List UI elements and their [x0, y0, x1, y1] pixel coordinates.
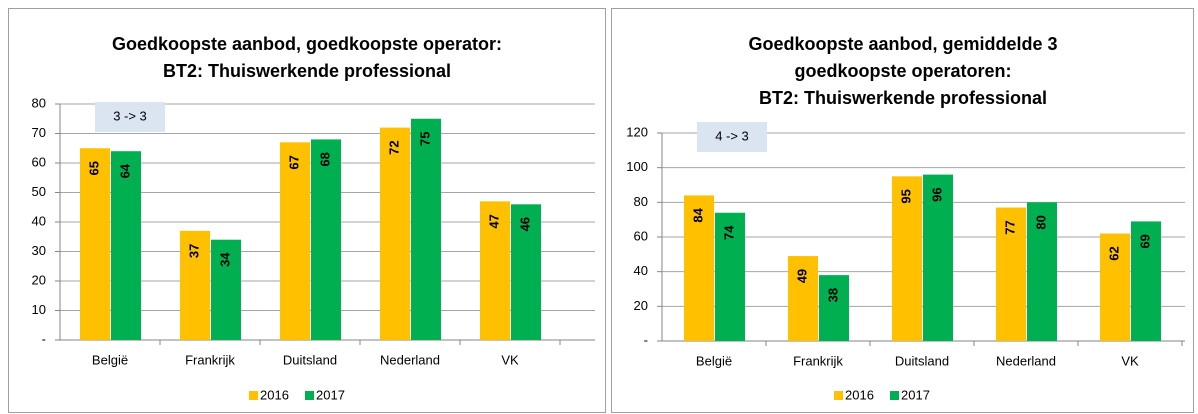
bar — [111, 151, 141, 340]
bar — [892, 176, 922, 341]
value-label: 47 — [486, 214, 501, 228]
legend-swatch — [305, 391, 314, 400]
bar — [480, 201, 510, 340]
legend-swatch — [249, 391, 258, 400]
y-tick-label: 100 — [626, 159, 648, 174]
annotation-box — [95, 102, 165, 132]
bar — [380, 127, 410, 340]
bar — [1131, 221, 1161, 341]
x-tick-label: VK — [1121, 353, 1139, 368]
value-label: 75 — [417, 132, 432, 146]
annotation: 4 -> 3 — [715, 128, 749, 143]
legend-label: 2016 — [845, 387, 874, 402]
chart-title: BT2: Thuiswerkende professional — [163, 61, 451, 81]
value-label: 72 — [386, 140, 401, 154]
bar — [180, 230, 210, 340]
x-tick-label: VK — [501, 352, 519, 367]
bar — [996, 207, 1026, 341]
y-tick-label: 20 — [32, 272, 46, 287]
value-label: 84 — [690, 207, 705, 222]
bar — [715, 212, 745, 341]
x-tick-label: Duitsland — [895, 353, 949, 368]
bar — [280, 142, 310, 340]
y-tick-label: 10 — [32, 302, 46, 317]
chart-title: goedkoopste operatoren: — [794, 61, 1011, 81]
y-tick-label: 70 — [32, 125, 46, 140]
y-tick-label: 20 — [634, 298, 648, 313]
bar — [311, 139, 341, 340]
chart-title: Goedkoopste aanbod, goedkoopste operator… — [112, 34, 502, 54]
bar — [80, 148, 110, 340]
chart-title: Goedkoopste aanbod, gemiddelde 3 — [748, 34, 1057, 54]
legend-swatch — [890, 391, 899, 400]
x-tick-label: Nederland — [380, 352, 440, 367]
legend-swatch — [834, 391, 843, 400]
bar — [1100, 233, 1130, 341]
value-label: 68 — [317, 152, 332, 166]
legend-label: 2017 — [901, 387, 930, 402]
y-tick-label: 60 — [634, 228, 648, 243]
value-label: 64 — [117, 163, 132, 178]
legend-label: 2016 — [260, 387, 289, 402]
x-tick-label: Nederland — [996, 353, 1056, 368]
value-label: 34 — [217, 252, 232, 267]
y-tick-label: 60 — [32, 154, 46, 169]
y-tick-label: - — [42, 331, 46, 346]
value-label: 80 — [1033, 215, 1048, 229]
bar — [1027, 202, 1057, 341]
bar — [684, 195, 714, 341]
value-label: 46 — [517, 217, 532, 231]
value-label: 38 — [825, 288, 840, 302]
annotation-box — [697, 122, 767, 152]
bar — [923, 174, 953, 341]
value-label: 67 — [286, 155, 301, 169]
value-label: 74 — [721, 225, 736, 240]
y-tick-label: 30 — [32, 243, 46, 258]
value-label: 69 — [1137, 234, 1152, 248]
y-tick-label: 120 — [626, 124, 648, 139]
chart-title: BT2: Thuiswerkende professional — [759, 88, 1047, 108]
annotation: 3 -> 3 — [113, 108, 147, 123]
x-tick-label: Duitsland — [283, 352, 337, 367]
x-tick-label: België — [92, 352, 128, 367]
value-label: 77 — [1002, 220, 1017, 234]
value-label: 49 — [794, 269, 809, 283]
bar — [788, 256, 818, 341]
y-tick-label: 40 — [634, 263, 648, 278]
bar — [211, 239, 241, 340]
legend-label: 2017 — [316, 387, 345, 402]
y-tick-label: 40 — [32, 213, 46, 228]
value-label: 95 — [898, 189, 913, 203]
bar — [819, 275, 849, 341]
value-label: 96 — [929, 187, 944, 201]
bar — [511, 204, 541, 340]
value-label: 62 — [1106, 246, 1121, 260]
y-tick-label: 80 — [32, 95, 46, 110]
bar — [411, 118, 441, 340]
y-tick-label: 50 — [32, 184, 46, 199]
y-tick-label: - — [644, 332, 648, 347]
x-tick-label: Frankrijk — [793, 353, 843, 368]
x-tick-label: Frankrijk — [185, 352, 235, 367]
x-tick-label: België — [696, 353, 732, 368]
y-tick-label: 80 — [634, 194, 648, 209]
value-label: 37 — [186, 244, 201, 258]
value-label: 65 — [86, 161, 101, 175]
